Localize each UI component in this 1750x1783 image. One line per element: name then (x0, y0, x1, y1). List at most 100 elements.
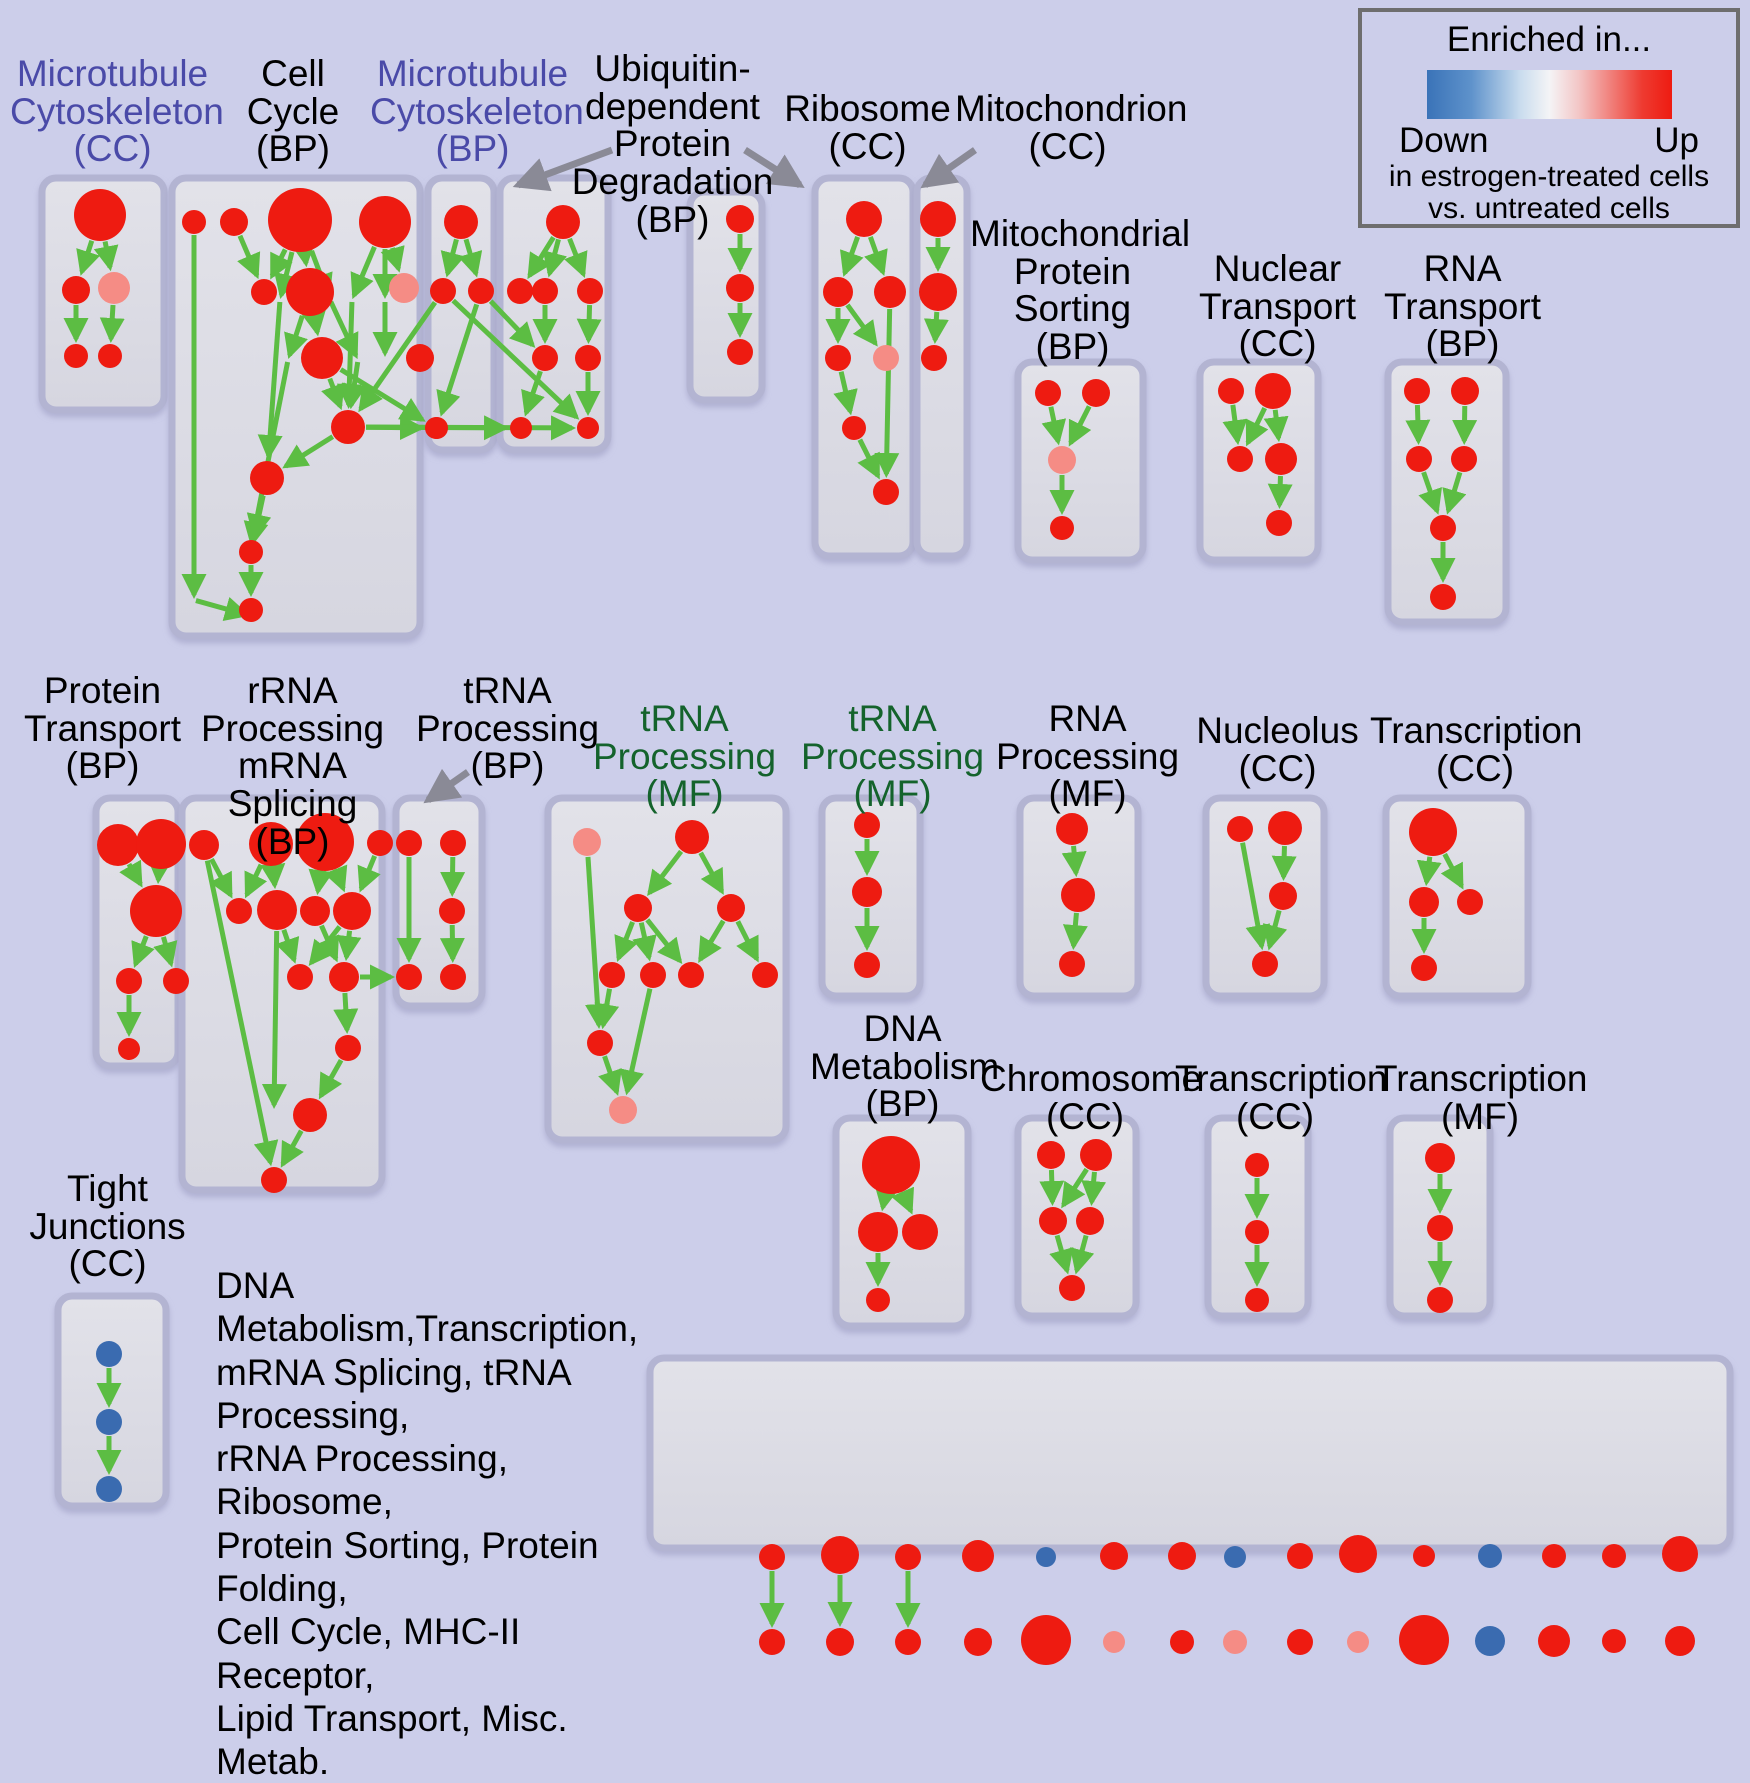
network-node[interactable] (359, 196, 411, 248)
mod-nucleolus[interactable] (1202, 794, 1328, 1000)
network-node[interactable] (1168, 1542, 1196, 1570)
network-node[interactable] (1406, 446, 1432, 472)
network-node[interactable] (1100, 1542, 1128, 1570)
network-node[interactable] (1252, 951, 1278, 977)
network-node[interactable] (130, 885, 182, 937)
network-node[interactable] (1061, 878, 1095, 912)
network-node[interactable] (1430, 584, 1456, 610)
network-node[interactable] (1039, 1207, 1067, 1235)
mod-rna-transport[interactable] (1384, 358, 1510, 626)
network-node[interactable] (220, 208, 248, 236)
network-node[interactable] (1268, 811, 1302, 845)
network-node[interactable] (1538, 1625, 1570, 1657)
network-node[interactable] (609, 1096, 637, 1124)
network-node[interactable] (823, 277, 853, 307)
network-node[interactable] (74, 189, 126, 241)
network-node[interactable] (727, 339, 753, 365)
network-node[interactable] (444, 205, 478, 239)
mod-transcription-cc-top[interactable] (1382, 794, 1532, 1000)
network-node[interactable] (1056, 813, 1088, 845)
network-node[interactable] (1245, 1153, 1269, 1177)
network-node[interactable] (821, 1536, 859, 1574)
network-node[interactable] (1048, 446, 1076, 474)
network-node[interactable] (1478, 1544, 1502, 1568)
network-node[interactable] (239, 598, 263, 622)
network-node[interactable] (1059, 951, 1085, 977)
network-node[interactable] (873, 479, 899, 505)
network-node[interactable] (532, 345, 558, 371)
network-node[interactable] (1451, 377, 1479, 405)
network-node[interactable] (759, 1629, 785, 1655)
network-node[interactable] (96, 1409, 122, 1435)
network-node[interactable] (64, 344, 88, 368)
network-node[interactable] (1227, 446, 1253, 472)
network-node[interactable] (1224, 1546, 1246, 1568)
network-node[interactable] (858, 1212, 898, 1252)
network-node[interactable] (575, 345, 601, 371)
network-node[interactable] (1602, 1629, 1626, 1653)
network-node[interactable] (439, 898, 465, 924)
network-node[interactable] (182, 210, 206, 234)
network-node[interactable] (96, 1476, 122, 1502)
mod-dna-metabolism[interactable] (832, 1114, 972, 1330)
network-node[interactable] (759, 1544, 785, 1570)
network-node[interactable] (675, 820, 709, 854)
network-node[interactable] (1665, 1626, 1695, 1656)
network-node[interactable] (874, 276, 906, 308)
mod-cell-cycle[interactable] (168, 174, 424, 640)
network-node[interactable] (335, 1035, 361, 1061)
network-node[interactable] (640, 962, 666, 988)
network-node[interactable] (902, 1214, 938, 1250)
network-node[interactable] (286, 268, 334, 316)
network-node[interactable] (1427, 1287, 1453, 1313)
network-node[interactable] (1409, 887, 1439, 917)
network-node[interactable] (1266, 510, 1292, 536)
network-node[interactable] (1035, 380, 1061, 406)
network-node[interactable] (920, 201, 956, 237)
network-node[interactable] (1413, 1545, 1435, 1567)
network-node[interactable] (1223, 1630, 1247, 1654)
network-node[interactable] (226, 898, 252, 924)
network-node[interactable] (587, 1030, 613, 1056)
network-node[interactable] (962, 1540, 994, 1572)
network-node[interactable] (96, 1341, 122, 1367)
network-node[interactable] (1475, 1626, 1505, 1656)
network-node[interactable] (726, 274, 754, 302)
network-node[interactable] (1245, 1288, 1269, 1312)
network-node[interactable] (532, 278, 558, 304)
network-node[interactable] (678, 962, 704, 988)
network-node[interactable] (97, 824, 139, 866)
network-node[interactable] (1037, 1141, 1065, 1169)
network-node[interactable] (842, 416, 866, 440)
network-node[interactable] (854, 952, 880, 978)
mod-rna-processing-mf[interactable] (1016, 794, 1142, 1000)
network-node[interactable] (1430, 515, 1456, 541)
network-node[interactable] (895, 1544, 921, 1570)
network-node[interactable] (1265, 443, 1297, 475)
network-node[interactable] (1339, 1535, 1377, 1573)
network-node[interactable] (1457, 889, 1483, 915)
mod-chromosome[interactable] (1014, 1114, 1140, 1320)
network-node[interactable] (895, 1629, 921, 1655)
network-node[interactable] (1227, 816, 1253, 842)
network-node[interactable] (624, 894, 652, 922)
mod-protein-transport[interactable] (92, 794, 182, 1070)
mod-mito-sorting[interactable] (1014, 358, 1147, 564)
network-node[interactable] (116, 968, 142, 994)
network-node[interactable] (430, 278, 456, 304)
network-node[interactable] (825, 345, 851, 371)
network-node[interactable] (250, 461, 284, 495)
network-node[interactable] (440, 830, 466, 856)
network-node[interactable] (826, 1628, 854, 1656)
network-node[interactable] (1409, 808, 1457, 856)
network-node[interactable] (1399, 1615, 1449, 1665)
network-node[interactable] (1287, 1629, 1313, 1655)
network-node[interactable] (1602, 1544, 1626, 1568)
network-node[interactable] (573, 828, 601, 856)
network-node[interactable] (406, 344, 434, 372)
network-node[interactable] (257, 890, 297, 930)
mod-transcription-mf[interactable] (1386, 1114, 1494, 1320)
network-node[interactable] (1103, 1631, 1125, 1653)
network-node[interactable] (1662, 1536, 1698, 1572)
network-node[interactable] (866, 1288, 890, 1312)
